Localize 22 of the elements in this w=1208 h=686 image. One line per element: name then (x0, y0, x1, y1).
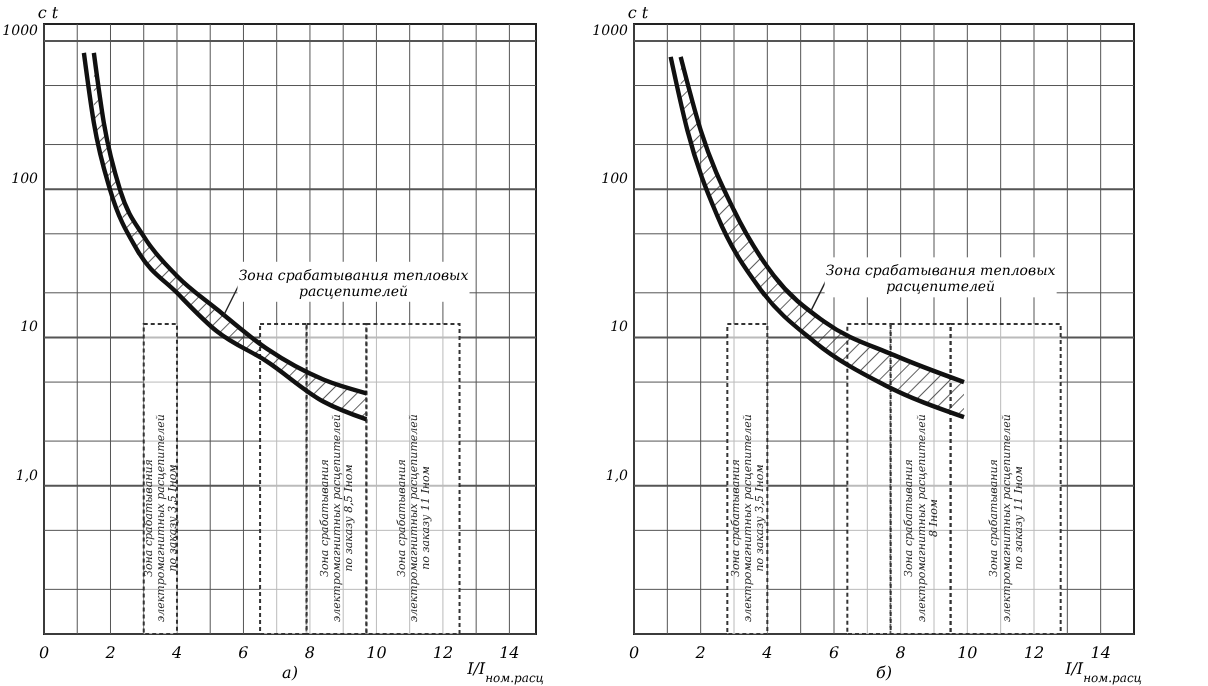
y-axis-title: с t (37, 4, 60, 22)
x-tick-label: 0 (628, 644, 640, 662)
x-tick-label: 2 (693, 644, 706, 662)
x-tick-label: 12 (1023, 644, 1045, 662)
x-tick-label: 2 (103, 644, 116, 662)
y-axis-title: с t (627, 4, 650, 22)
x-tick-label: 0 (38, 644, 50, 662)
x-tick-label: 14 (499, 644, 520, 662)
x-tick-label: 12 (432, 644, 454, 662)
x-tick-label: 8 (895, 644, 906, 662)
text: б) (875, 664, 893, 682)
x-tick-label: 10 (957, 644, 978, 662)
x-axis-title: I/I$_{ном.расц}$ (465, 660, 544, 685)
x-tick-label: 4 (760, 644, 773, 662)
x-tick-label: 6 (238, 644, 249, 662)
x-tick-label: 6 (828, 644, 840, 662)
text: а) (282, 664, 298, 682)
x-tick-label: 14 (1090, 644, 1111, 662)
x-tick-label: 10 (366, 644, 387, 662)
x-tick-label: 4 (169, 644, 183, 662)
x-tick-label: 8 (304, 644, 316, 662)
x-axis-title: I/I$_{ном.расц}$ (1063, 660, 1142, 685)
